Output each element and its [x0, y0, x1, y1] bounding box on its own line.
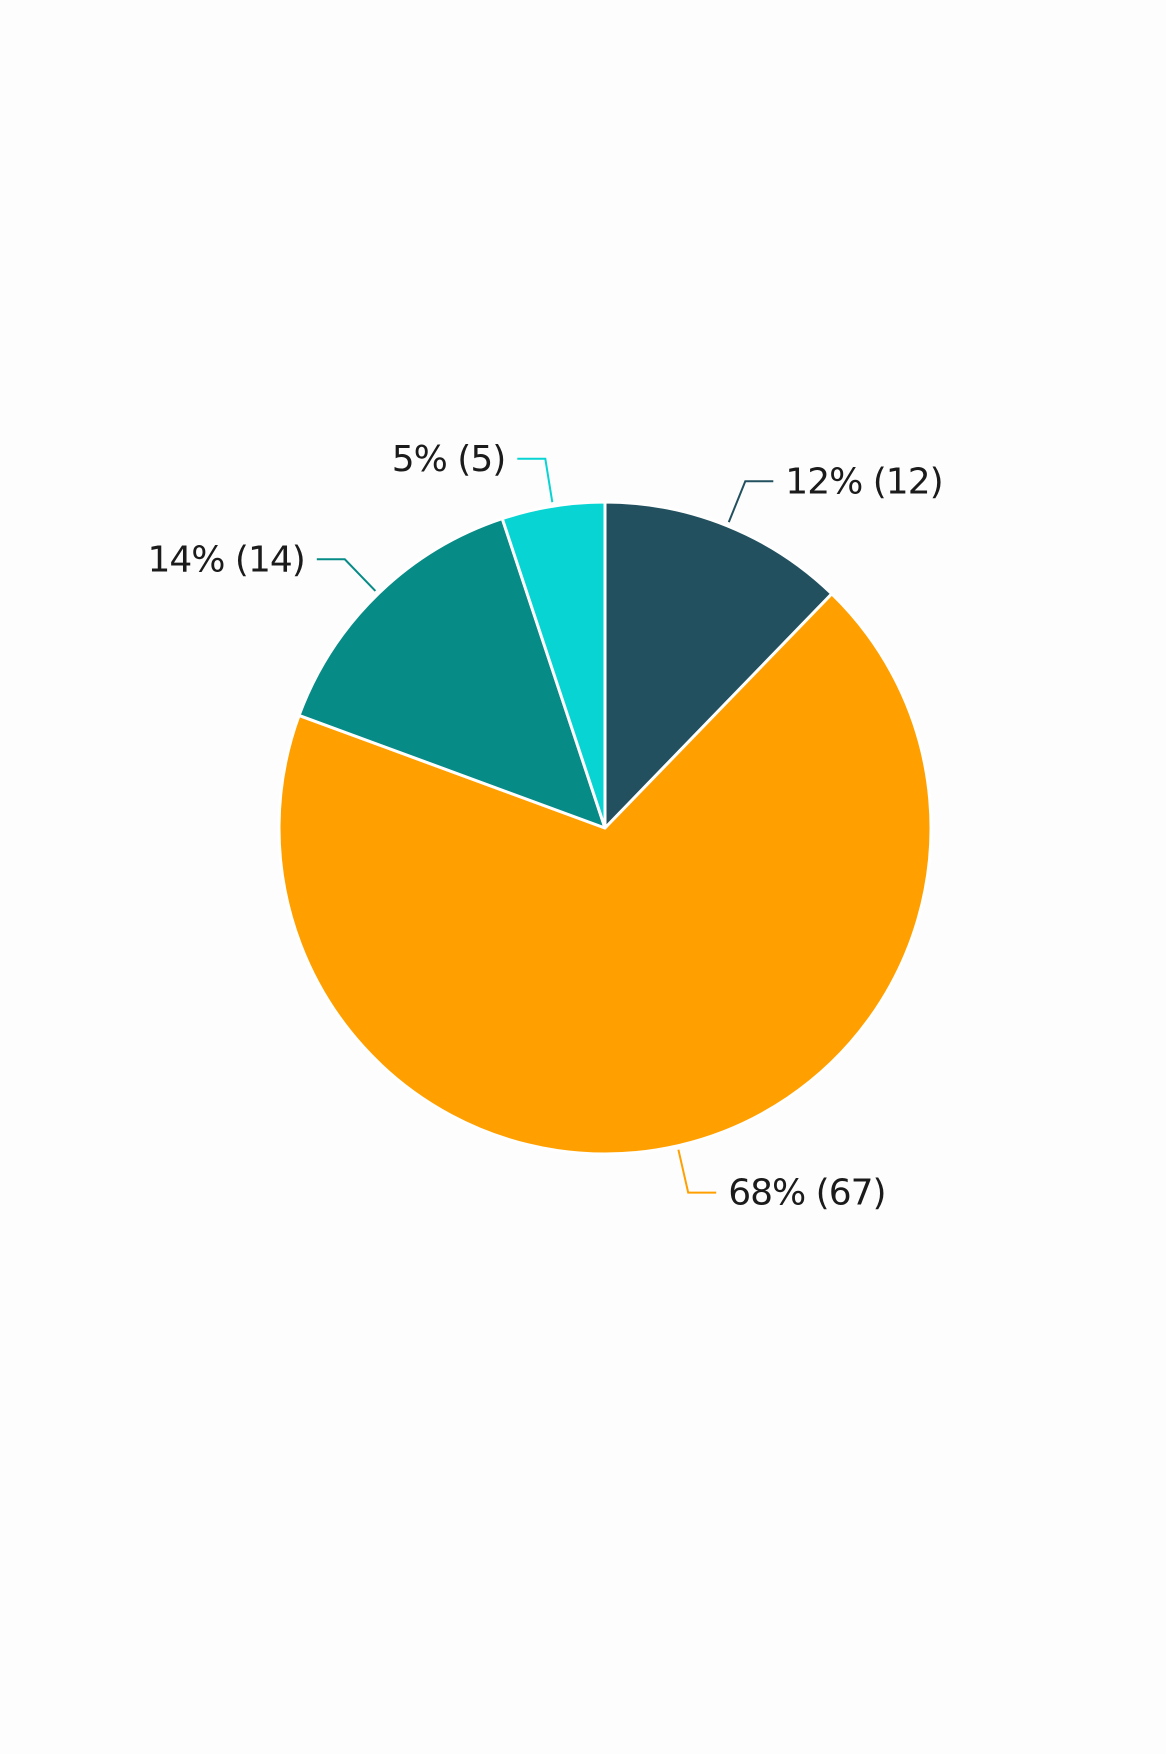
data-label: 12% (12)	[785, 461, 942, 502]
pie-slice	[297, 517, 607, 830]
pie-slice	[500, 500, 607, 830]
pie-slice	[277, 592, 933, 1156]
leader-line	[727, 480, 774, 523]
data-label: 68% (67)	[728, 1173, 885, 1214]
leader-line	[517, 457, 554, 503]
pie-labels: 12% (12) 68% (67) 14% (14) 5% (5)	[147, 439, 943, 1214]
leader-line	[677, 1149, 717, 1194]
data-label: 5% (5)	[392, 439, 506, 480]
pie-slice	[603, 500, 834, 830]
leader-line	[316, 558, 377, 592]
pie-slices	[277, 500, 933, 1156]
data-label: 14% (14)	[147, 539, 304, 580]
